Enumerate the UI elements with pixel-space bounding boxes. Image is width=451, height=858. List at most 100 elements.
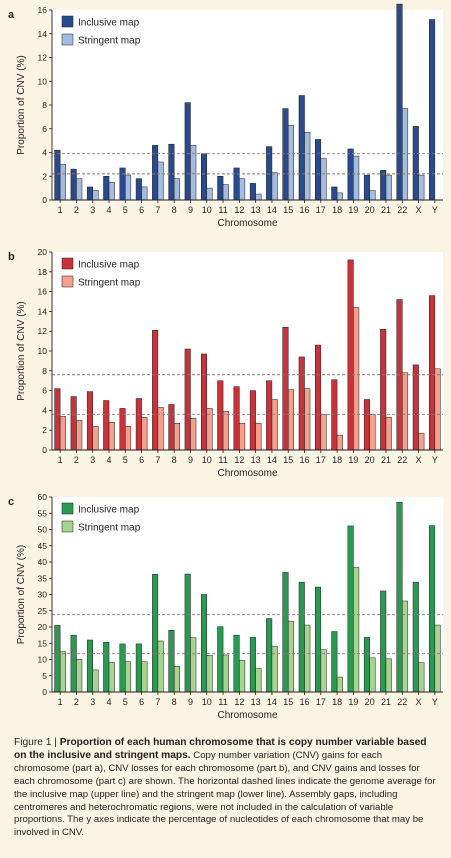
legend-swatch-stringent [61, 275, 74, 288]
legend-swatch-stringent [61, 33, 74, 46]
bar-stringent-4 [108, 422, 115, 451]
y-tick-label: 10 [38, 655, 48, 665]
bar-stringent-8 [173, 178, 180, 201]
bar-inclusive-10 [200, 353, 208, 451]
bar-stringent-Y [434, 368, 441, 451]
x-tick-label: 8 [172, 205, 177, 215]
bar-stringent-16 [304, 388, 311, 451]
bar-inclusive-6 [135, 398, 142, 451]
x-tick-label: 19 [348, 205, 358, 215]
x-tick-label: Y [432, 205, 438, 215]
x-tick-label: 20 [365, 697, 375, 707]
x-tick-label: 2 [74, 205, 79, 215]
x-tick-label: 4 [107, 455, 112, 465]
legend-label-stringent: Stringent map [78, 278, 141, 289]
x-tick-label: 21 [381, 205, 391, 215]
y-tick-label: 20 [38, 622, 48, 632]
x-tick-label: 1 [58, 697, 63, 707]
bar-inclusive-13 [249, 183, 256, 201]
bar-inclusive-21 [380, 590, 387, 693]
x-tick-label: 5 [123, 205, 128, 215]
bar-stringent-9 [190, 637, 197, 693]
bar-inclusive-3 [86, 391, 93, 451]
x-tick-label: 19 [348, 697, 358, 707]
bar-stringent-1 [59, 651, 66, 693]
bar-inclusive-9 [184, 573, 191, 693]
bar-stringent-18 [336, 434, 343, 451]
bar-inclusive-11 [217, 380, 224, 451]
bar-stringent-1 [59, 164, 66, 201]
x-tick-label: 19 [348, 455, 358, 465]
bar-stringent-20 [369, 657, 376, 693]
y-tick-label: 5 [42, 671, 47, 681]
x-tick-label: 16 [300, 455, 310, 465]
x-tick-label: 5 [123, 455, 128, 465]
bar-inclusive-7 [152, 329, 159, 451]
bar-inclusive-11 [217, 626, 224, 693]
bar-stringent-2 [76, 658, 83, 693]
x-tick-label: 2 [74, 455, 79, 465]
x-tick-label: 6 [139, 455, 144, 465]
y-tick-label: 12 [38, 53, 48, 63]
bar-stringent-3 [92, 425, 99, 451]
bar-stringent-18 [336, 676, 343, 693]
x-tick-label: 22 [397, 205, 407, 215]
x-tick-label: 10 [202, 205, 212, 215]
x-tick-label: 3 [90, 697, 95, 707]
bar-stringent-8 [173, 666, 180, 693]
bar-inclusive-12 [233, 634, 240, 693]
caption-figure-number: Figure 1 | [14, 737, 60, 748]
x-tick-label: 13 [251, 205, 261, 215]
panel-label: b [8, 251, 15, 263]
bar-stringent-13 [255, 193, 262, 201]
y-tick-label: 30 [38, 590, 48, 600]
y-tick-label: 0 [42, 687, 47, 697]
x-tick-label: 4 [107, 205, 112, 215]
bar-stringent-15 [287, 124, 295, 201]
x-axis-label: Chromosome [217, 710, 277, 721]
bar-stringent-6 [141, 186, 148, 201]
bar-stringent-17 [320, 414, 327, 451]
bar-stringent-4 [108, 181, 115, 201]
bar-inclusive-22 [396, 3, 403, 201]
y-axis-label: Proportion of CNV (%) [16, 545, 27, 644]
bar-inclusive-X [412, 126, 419, 201]
x-tick-label: 5 [123, 697, 128, 707]
bar-stringent-5 [125, 425, 132, 451]
y-tick-label: 2 [42, 171, 47, 181]
legend-swatch-stringent [61, 520, 74, 533]
x-tick-label: 11 [218, 205, 227, 215]
x-tick-label: 20 [365, 455, 375, 465]
x-tick-label: 15 [283, 697, 293, 707]
bar-stringent-11 [222, 411, 229, 451]
x-tick-label: 18 [332, 205, 342, 215]
bar-stringent-6 [141, 661, 148, 693]
bar-stringent-6 [141, 417, 148, 451]
y-axis-label: Proportion of CNV (%) [16, 301, 27, 400]
bar-stringent-20 [369, 414, 376, 451]
bar-stringent-12 [239, 660, 246, 693]
bar-stringent-17 [320, 649, 327, 693]
x-tick-label: 9 [188, 205, 193, 215]
bar-stringent-20 [369, 190, 376, 201]
bar-stringent-4 [108, 662, 115, 693]
y-tick-label: 55 [38, 508, 48, 518]
x-tick-label: 7 [155, 205, 160, 215]
bar-inclusive-12 [233, 386, 240, 451]
bar-inclusive-17 [315, 586, 322, 693]
bar-inclusive-8 [168, 143, 175, 201]
x-tick-label: 3 [90, 455, 95, 465]
y-tick-label: 14 [38, 306, 48, 316]
bar-stringent-X [418, 432, 425, 451]
y-tick-label: 15 [38, 638, 48, 648]
bar-inclusive-8 [168, 404, 175, 451]
legend-label-inclusive: Inclusive map [78, 18, 140, 29]
bar-inclusive-14 [266, 618, 273, 693]
bar-inclusive-19 [347, 259, 354, 451]
bar-inclusive-13 [249, 390, 256, 451]
bar-inclusive-4 [103, 400, 110, 451]
y-tick-label: 16 [38, 5, 48, 15]
y-tick-label: 10 [38, 76, 48, 86]
